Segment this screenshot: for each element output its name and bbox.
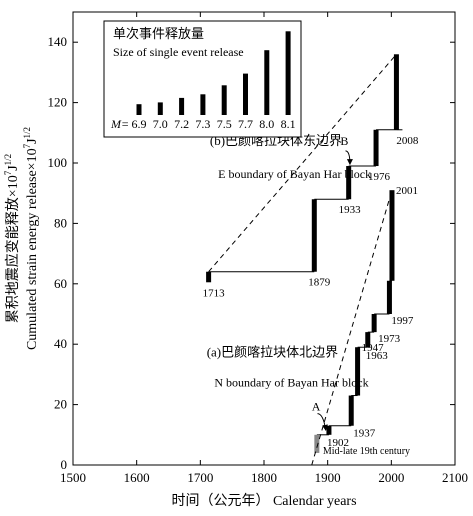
x-tick-label: 1600 xyxy=(124,470,150,485)
north-step-bar xyxy=(389,190,395,281)
y-tick-label: 120 xyxy=(48,95,68,110)
north-step-bar xyxy=(326,425,332,435)
east-series-title-en: E boundary of Bayan Har block xyxy=(218,167,371,181)
inset-bar xyxy=(264,50,270,116)
north-step-bar xyxy=(314,434,320,453)
inset-magnitude-label: 7.2 xyxy=(174,117,189,131)
inset-title-en: Size of single event release xyxy=(113,45,244,59)
north-step-bar xyxy=(355,347,361,396)
north-year-label: 2001 xyxy=(396,185,418,197)
north-step-bar xyxy=(386,280,392,314)
inset-title-cn: 单次事件释放量 xyxy=(113,26,204,41)
east-point-label-b: B xyxy=(340,134,348,148)
east-year-label: 1933 xyxy=(339,204,362,216)
x-tick-label: 2100 xyxy=(442,470,468,485)
north-step-bar xyxy=(348,395,354,426)
x-tick-label: 1900 xyxy=(315,470,341,485)
north-gray-label: Mid-late 19th century xyxy=(323,446,410,457)
east-trend-line xyxy=(208,53,397,273)
x-axis-label: 时间（公元年） Calendar years xyxy=(171,493,356,509)
x-tick-label: 1800 xyxy=(251,470,277,485)
east-year-label: 1713 xyxy=(203,287,226,299)
north-point-arrow xyxy=(317,413,328,431)
east-year-label: 1879 xyxy=(308,277,331,289)
y-tick-label: 60 xyxy=(54,276,67,291)
east-year-label: 2008 xyxy=(396,135,419,147)
inset-magnitude-label: 8.1 xyxy=(281,117,296,131)
inset-bar xyxy=(285,31,291,115)
inset-bar xyxy=(179,97,185,115)
inset-magnitude-label: 8.0 xyxy=(259,117,274,131)
x-tick-label: 1500 xyxy=(60,470,86,485)
north-series-title-cn: (a)巴颜喀拉块体北边界 xyxy=(207,344,338,359)
east-year-label: 1976 xyxy=(368,171,391,183)
x-tick-label: 1700 xyxy=(187,470,213,485)
y-tick-label: 140 xyxy=(48,34,68,49)
east-step-bar xyxy=(206,271,212,283)
inset-magnitude-label: 7.0 xyxy=(153,117,168,131)
north-year-label: 1947 xyxy=(362,342,385,354)
east-point-arrow xyxy=(345,150,353,166)
inset-bar xyxy=(157,102,163,115)
inset-bar xyxy=(243,73,248,115)
north-step-bar xyxy=(365,332,371,348)
inset-magnitude-label: 6.9 xyxy=(132,117,147,131)
inset-magnitude-label: 7.3 xyxy=(195,117,210,131)
east-step-bar xyxy=(373,129,379,167)
north-series-title-en: N boundary of Bayan Har block xyxy=(214,375,368,389)
east-step-bar xyxy=(346,166,352,200)
y-tick-label: 0 xyxy=(61,457,68,472)
x-axis-label-cn: 时间（公元年） xyxy=(171,493,273,509)
north-year-label: 1997 xyxy=(391,315,414,327)
north-point-label-a: A xyxy=(312,400,321,414)
y-tick-label: 40 xyxy=(54,336,67,351)
north-step-bar xyxy=(371,314,377,333)
x-axis-label-en: Calendar years xyxy=(273,494,357,509)
y-tick-label: 80 xyxy=(54,215,67,230)
y-axis-label-cn: 累积地震应变能释放×107J1/2 xyxy=(3,154,21,323)
east-step-bar xyxy=(393,54,399,130)
inset-magnitude-label: 7.5 xyxy=(217,117,232,131)
north-year-label: 1973 xyxy=(378,333,401,345)
north-year-label: 1937 xyxy=(353,428,376,440)
y-axis-label-en-group: Cumulated strain energy release×107J1/2 xyxy=(22,127,40,350)
north-year-label: 1963 xyxy=(366,350,389,362)
inset-bar xyxy=(200,94,206,115)
inset-bar xyxy=(221,85,227,115)
inset-magnitude-label: 7.7 xyxy=(238,117,253,131)
inset-m-label: M= xyxy=(110,117,129,131)
y-tick-label: 100 xyxy=(48,155,68,170)
y-axis-label-en: Cumulated strain energy release×107J1/2 xyxy=(22,127,40,350)
inset-bar xyxy=(136,104,142,115)
y-tick-label: 20 xyxy=(54,397,67,412)
x-tick-label: 2000 xyxy=(378,470,404,485)
east-step-bar xyxy=(311,199,317,272)
north-year-label: 1902 xyxy=(327,437,349,449)
y-axis-label-cn-group: 累积地震应变能释放×107J1/2 xyxy=(3,154,21,323)
north-trend-line xyxy=(311,190,393,466)
